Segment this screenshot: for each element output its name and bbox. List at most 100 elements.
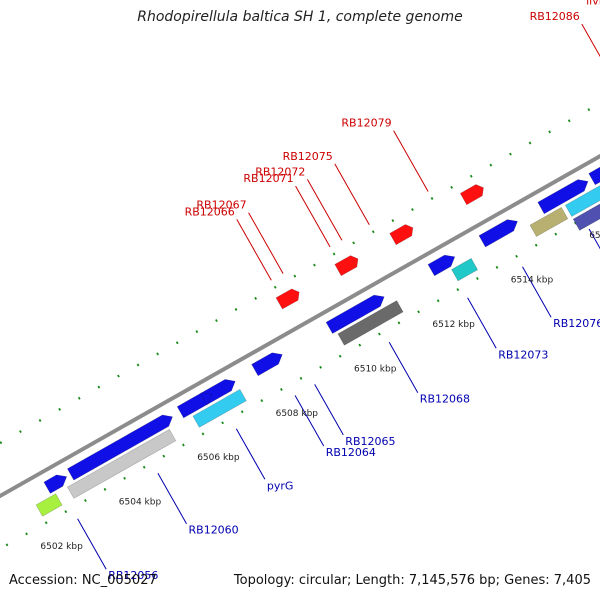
- scale-tick: [260, 399, 264, 403]
- callout-line: [236, 219, 272, 281]
- gene-label: RB12066: [185, 205, 235, 218]
- scale-tick: [5, 543, 9, 547]
- callout-line: [467, 297, 497, 349]
- scale-tick: [299, 376, 303, 380]
- scale-tick: [117, 374, 120, 378]
- scale-label: 6514 kbp: [511, 276, 554, 286]
- scale-tick: [156, 352, 160, 356]
- gene-feature: [564, 185, 600, 217]
- scale-tick: [469, 174, 473, 178]
- scale-tick: [221, 421, 224, 425]
- scale-tick: [195, 330, 199, 334]
- scale-tick: [97, 385, 101, 389]
- callout-line: [581, 23, 600, 58]
- scale-tick: [103, 487, 107, 491]
- scale-tick: [378, 332, 381, 336]
- genome-summary-text: Topology: circular; Length: 7,145,576 bp…: [233, 573, 591, 588]
- scale-tick: [273, 285, 277, 289]
- gene-feature: [35, 493, 63, 517]
- scale-tick: [293, 274, 297, 278]
- backbone-line: [0, 153, 600, 499]
- gene-feature: [588, 166, 600, 186]
- gene-feature: [337, 300, 404, 346]
- scale-tick: [476, 277, 479, 280]
- scale-tick: [352, 241, 356, 245]
- scale-tick: [215, 319, 218, 323]
- scale-label: 6504 kbp: [119, 498, 162, 508]
- scale-tick: [371, 230, 375, 234]
- scale-label: 6516 kbp: [589, 231, 600, 241]
- scale-tick: [332, 252, 336, 256]
- accession-text: Accession: NC_005027: [9, 573, 157, 588]
- scale-tick: [397, 321, 401, 325]
- gene-label: RB12086: [530, 10, 580, 23]
- gene-label: ilvD: [586, 0, 600, 8]
- gene-feature: [451, 257, 479, 282]
- scale-tick: [234, 307, 238, 311]
- callout-line: [588, 228, 600, 250]
- scale-tick: [25, 532, 28, 536]
- callout-line: [235, 428, 266, 480]
- scale-label: 6506 kbp: [197, 453, 240, 463]
- callout-line: [157, 472, 187, 524]
- gene-label: RB12076: [553, 317, 600, 330]
- gene-feature: [325, 294, 385, 334]
- scale-tick: [136, 363, 140, 367]
- gene-feature: [478, 219, 518, 248]
- scale-tick: [254, 296, 258, 300]
- scale-label: 6508 kbp: [276, 409, 319, 419]
- callout-line: [248, 212, 284, 274]
- gene-feature: [66, 414, 173, 481]
- gene-label: RB12064: [326, 446, 376, 459]
- gene-label: RB12065: [345, 435, 395, 448]
- callout-line: [393, 130, 429, 192]
- scale-tick: [574, 221, 577, 225]
- scale-tick: [495, 265, 499, 269]
- scale-tick: [417, 310, 420, 314]
- callout-line: [522, 266, 552, 318]
- scale-tick: [175, 341, 179, 345]
- map-title: Rhodopirellula baltica SH 1, complete ge…: [137, 9, 463, 25]
- gene-feature: [459, 184, 484, 206]
- scale-tick: [587, 108, 591, 112]
- gene-label: RB12075: [283, 150, 333, 163]
- callout-line: [295, 185, 331, 248]
- scale-tick: [436, 299, 440, 303]
- scale-tick: [548, 130, 552, 134]
- gene-feature: [66, 428, 177, 499]
- gene-feature: [43, 474, 68, 494]
- gene-feature: [275, 288, 300, 310]
- callout-line: [77, 518, 107, 570]
- scale-tick: [58, 407, 62, 411]
- scale-tick: [77, 396, 81, 400]
- scale-tick: [411, 208, 414, 212]
- scale-tick: [528, 141, 532, 145]
- gene-label: RB12060: [189, 524, 239, 537]
- callout-line: [294, 395, 325, 447]
- gene-label: RB12067: [196, 199, 246, 212]
- scale-tick: [509, 152, 512, 156]
- scale-tick: [391, 219, 395, 223]
- kbp-scale: 6502 kbp 6504 kbp 6506 kbp 6508 kbp 6510 kbp…: [40, 231, 600, 552]
- scale-tick: [338, 354, 342, 358]
- scale-tick: [84, 499, 87, 502]
- scale-tick: [38, 418, 42, 422]
- scale-tick: [240, 410, 244, 414]
- gene-feature: [192, 388, 247, 428]
- gene-label: RB12073: [498, 348, 548, 361]
- scale-label: 6510 kbp: [354, 364, 397, 374]
- gene-features: [35, 166, 600, 517]
- callout-line: [314, 384, 344, 436]
- forward-strand-ticks: [0, 108, 591, 445]
- scale-tick: [515, 254, 518, 258]
- gene-label: RB12079: [341, 117, 391, 130]
- gene-feature: [537, 179, 589, 215]
- scale-tick: [489, 163, 493, 167]
- gene-feature: [251, 352, 283, 377]
- scale-tick: [19, 430, 22, 434]
- callout-line: [306, 179, 343, 241]
- gene-label: RB12071: [243, 172, 293, 185]
- scale-tick: [162, 454, 166, 458]
